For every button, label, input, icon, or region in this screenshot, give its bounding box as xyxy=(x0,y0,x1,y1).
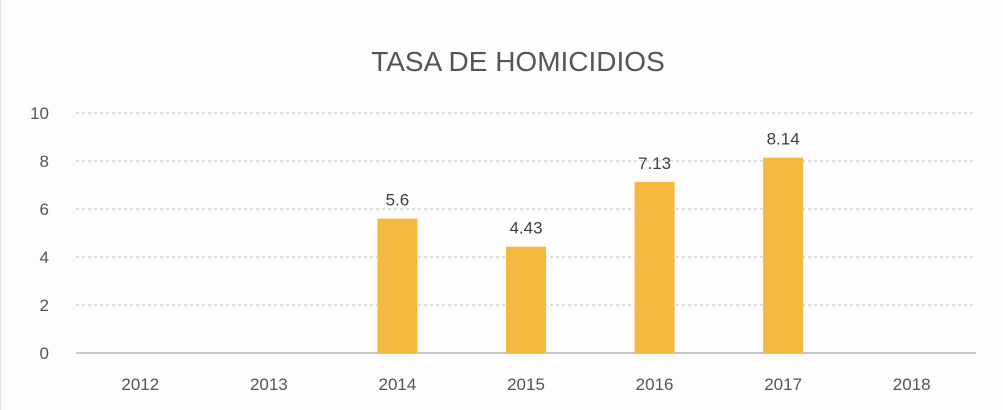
data-label-2015: 4.43 xyxy=(509,219,542,238)
y-axis-ticks: 0 2 4 6 8 10 xyxy=(30,104,49,363)
y-tick-label: 6 xyxy=(40,200,49,219)
x-tick-label: 2016 xyxy=(636,375,674,394)
data-labels: 5.6 4.43 7.13 8.14 xyxy=(386,130,800,238)
x-tick-label: 2013 xyxy=(250,375,288,394)
bars xyxy=(377,157,804,353)
x-tick-label: 2018 xyxy=(893,375,931,394)
y-tick-label: 2 xyxy=(40,296,49,315)
bar-2014 xyxy=(377,218,418,353)
y-tick-label: 4 xyxy=(40,248,49,267)
data-label-2014: 5.6 xyxy=(386,191,410,210)
bar-2017 xyxy=(763,157,804,353)
bar-2016 xyxy=(634,181,675,353)
y-tick-label: 0 xyxy=(40,344,49,363)
x-tick-label: 2012 xyxy=(121,375,159,394)
x-tick-label: 2014 xyxy=(379,375,417,394)
x-tick-label: 2017 xyxy=(764,375,802,394)
data-label-2017: 8.14 xyxy=(767,130,800,149)
data-label-2016: 7.13 xyxy=(638,154,671,173)
x-axis-ticks: 2012 2013 2014 2015 2016 2017 2018 xyxy=(121,375,930,394)
y-tick-label: 10 xyxy=(30,104,49,123)
x-tick-label: 2015 xyxy=(507,375,545,394)
bar-2015 xyxy=(506,246,546,353)
y-tick-label: 8 xyxy=(40,152,49,171)
chart-title: TASA DE HOMICIDIOS xyxy=(371,46,665,77)
